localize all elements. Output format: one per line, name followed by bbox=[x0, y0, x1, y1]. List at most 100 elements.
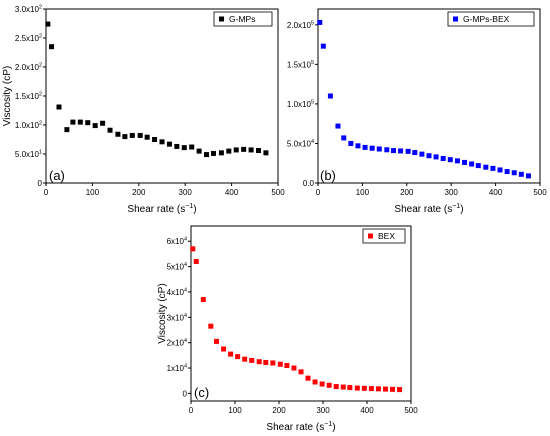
x-axis-title: Shear rate (s−1) bbox=[266, 421, 335, 433]
y-tick-label: 0.0 bbox=[303, 179, 315, 188]
data-point bbox=[433, 154, 439, 160]
data-point bbox=[412, 150, 418, 156]
data-point bbox=[347, 385, 353, 391]
data-point bbox=[233, 147, 239, 153]
y-tick-label: 1.5x102 bbox=[15, 92, 42, 102]
data-point bbox=[454, 158, 460, 164]
data-point bbox=[405, 148, 411, 154]
data-point bbox=[475, 163, 481, 169]
legend-box bbox=[362, 228, 406, 244]
x-tick-label: 100 bbox=[86, 188, 100, 197]
data-point bbox=[348, 140, 354, 146]
data-point bbox=[196, 148, 202, 154]
data-point bbox=[190, 246, 196, 252]
y-axis-title: Viscosity (cP) bbox=[157, 283, 168, 343]
y-tick-label: 2x104 bbox=[167, 338, 187, 348]
data-point bbox=[122, 134, 128, 140]
y-tick-label: 3x104 bbox=[167, 313, 187, 323]
x-tick-label: 300 bbox=[179, 188, 193, 197]
data-point bbox=[319, 381, 325, 387]
data-point bbox=[447, 157, 453, 163]
data-point bbox=[361, 385, 367, 391]
data-point bbox=[341, 135, 347, 141]
y-tick-label: 1x104 bbox=[167, 364, 187, 374]
data-point bbox=[226, 148, 232, 154]
legend-marker bbox=[368, 233, 373, 239]
data-point bbox=[159, 139, 165, 145]
x-axis-title: Shear rate (s−1) bbox=[394, 203, 463, 215]
data-point bbox=[284, 362, 290, 368]
x-tick-label: 500 bbox=[271, 188, 285, 197]
data-point bbox=[382, 386, 388, 392]
data-point bbox=[249, 357, 255, 363]
x-tick-label: 400 bbox=[225, 188, 239, 197]
data-point bbox=[277, 361, 283, 367]
data-point bbox=[335, 123, 341, 129]
data-point bbox=[511, 170, 517, 176]
data-point bbox=[193, 259, 199, 265]
data-point bbox=[208, 323, 214, 329]
data-point bbox=[320, 43, 326, 49]
panel-b: 0 100 200 300 400 500 0.0 5.0x104 1.0x105 1.5x105… bbox=[287, 8, 547, 215]
data-point bbox=[312, 379, 318, 385]
data-point bbox=[64, 127, 70, 133]
data-point bbox=[355, 143, 361, 149]
data-point bbox=[291, 365, 297, 371]
panel-label: (a) bbox=[49, 168, 65, 183]
plot-frame bbox=[317, 8, 541, 184]
legend-marker bbox=[219, 16, 224, 22]
y-tick-label: 5.0x104 bbox=[287, 139, 314, 149]
data-point bbox=[211, 150, 217, 156]
panel-a: 0 100 200 300 400 500 0 5.0x101 1.0x102 1.5x102 2.… bbox=[2, 5, 285, 216]
x-tick-label: 0 bbox=[189, 406, 194, 415]
data-point bbox=[144, 134, 150, 140]
data-point bbox=[327, 93, 333, 99]
data-point bbox=[270, 360, 276, 366]
y-tick-label: 5x104 bbox=[167, 262, 187, 272]
panel-c: 0 100 200 300 400 500 0 1x104 2x104 3x104 4x104 5x1… bbox=[157, 225, 418, 433]
data-point bbox=[368, 386, 374, 392]
x-tick-label: 400 bbox=[360, 406, 374, 415]
data-point bbox=[326, 382, 332, 388]
data-point bbox=[100, 120, 106, 126]
y-tick-label: 2.5x102 bbox=[15, 34, 42, 44]
panel-label: (b) bbox=[320, 168, 336, 183]
data-point bbox=[235, 354, 241, 360]
y-tick-label: 6x104 bbox=[167, 237, 187, 247]
x-tick-label: 0 bbox=[44, 188, 49, 197]
data-point bbox=[398, 148, 404, 154]
data-point bbox=[317, 19, 323, 25]
x-tick-label: 300 bbox=[445, 188, 459, 197]
legend-label: G-MPs bbox=[229, 14, 255, 24]
data-point bbox=[419, 151, 425, 157]
data-point bbox=[218, 150, 224, 156]
data-point bbox=[49, 44, 55, 50]
legend-marker bbox=[453, 16, 458, 22]
data-point bbox=[390, 148, 396, 154]
data-point bbox=[369, 145, 375, 151]
data-point bbox=[483, 164, 489, 170]
data-point bbox=[376, 146, 382, 152]
x-tick-label: 400 bbox=[489, 188, 503, 197]
y-tick-label: 0 bbox=[183, 389, 188, 398]
data-point bbox=[384, 147, 390, 153]
data-point bbox=[181, 145, 187, 151]
data-point bbox=[362, 144, 368, 150]
data-point bbox=[333, 384, 339, 390]
data-point bbox=[263, 359, 269, 365]
x-tick-label: 100 bbox=[356, 188, 370, 197]
data-point bbox=[504, 169, 510, 175]
x-axis-title: Shear rate (s−1) bbox=[127, 203, 196, 215]
legend-label: BEX bbox=[378, 231, 395, 241]
y-tick-label: 5.0x101 bbox=[15, 150, 42, 160]
data-point bbox=[440, 155, 446, 161]
x-tick-label: 500 bbox=[533, 188, 547, 197]
data-point bbox=[137, 132, 143, 138]
data-point bbox=[242, 356, 248, 362]
y-axis-title: Viscosity (cP) bbox=[2, 66, 13, 126]
legend-label: G-MPs-BEX bbox=[463, 14, 510, 24]
data-point bbox=[115, 131, 121, 137]
legend-box bbox=[213, 11, 273, 27]
data-point bbox=[490, 165, 496, 171]
data-point bbox=[189, 144, 195, 150]
